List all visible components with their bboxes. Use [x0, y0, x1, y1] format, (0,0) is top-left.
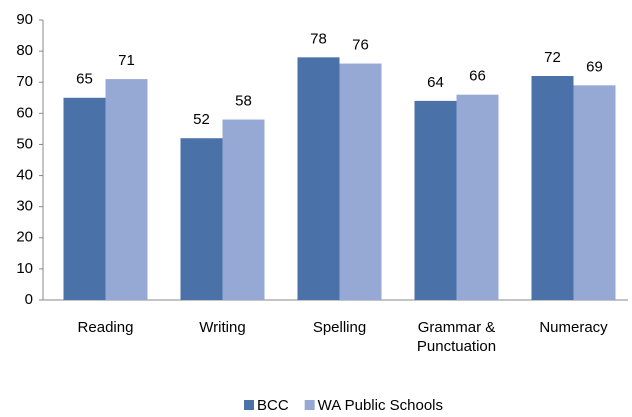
y-tick-label: 10	[16, 260, 33, 277]
legend-label: BCC	[257, 397, 289, 414]
bar	[414, 100, 457, 300]
data-label: 72	[544, 49, 561, 66]
y-tick-label: 90	[16, 11, 33, 28]
x-tick-label: Reading	[77, 319, 134, 336]
y-tick-label: 60	[16, 104, 33, 121]
bar	[180, 138, 223, 300]
bar	[63, 97, 106, 301]
data-label: 64	[427, 74, 444, 91]
bar	[105, 79, 148, 300]
data-label: 52	[193, 111, 210, 128]
data-label: 71	[118, 52, 135, 69]
data-label: 65	[76, 71, 93, 88]
data-label: 66	[469, 68, 486, 85]
legend-label: WA Public Schools	[318, 397, 443, 414]
bar	[339, 63, 382, 300]
bar	[531, 76, 574, 300]
y-tick-label: 30	[16, 198, 33, 215]
bar	[573, 85, 616, 300]
legend-swatch	[244, 400, 254, 410]
data-label: 69	[586, 58, 603, 75]
y-tick-label: 50	[16, 135, 33, 152]
legend-swatch	[304, 400, 315, 410]
y-tick-label: 0	[25, 291, 33, 308]
bar	[456, 94, 499, 301]
data-label: 76	[352, 37, 369, 54]
y-tick-label: 20	[16, 229, 33, 246]
data-label: 78	[310, 30, 327, 47]
x-tick-label: Numeracy	[539, 319, 608, 336]
x-tick-label: Writing	[199, 319, 246, 336]
y-tick-label: 40	[16, 167, 33, 184]
y-tick-label: 70	[16, 73, 33, 90]
y-tick-label: 80	[16, 42, 33, 59]
bar	[222, 119, 265, 300]
x-tick-label: Grammar & Punctuation	[416, 319, 497, 355]
bar	[297, 57, 340, 301]
x-tick-label: Spelling	[312, 319, 367, 336]
data-label: 58	[235, 93, 252, 110]
